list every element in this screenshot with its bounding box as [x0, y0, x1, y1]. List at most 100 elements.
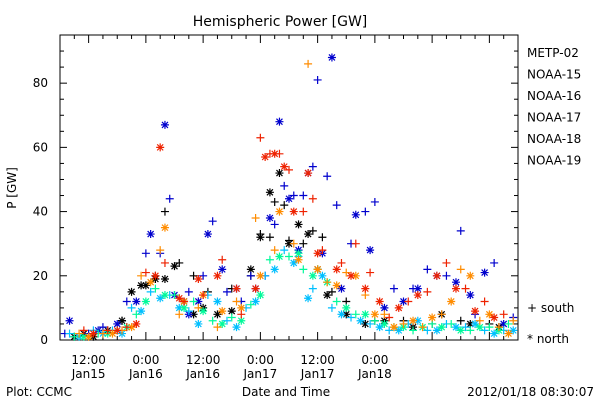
point-south [447, 319, 456, 328]
footer-plot-credit: Plot: CCMC [6, 385, 72, 399]
point-north [471, 319, 480, 328]
point-north [127, 323, 136, 332]
point-north [361, 319, 370, 328]
point-south [332, 297, 341, 306]
point-south [337, 258, 346, 267]
point-north [146, 230, 155, 239]
point-north [318, 271, 327, 280]
legend-entry: NOAA-19 [527, 154, 581, 168]
point-south [308, 226, 317, 235]
point-south [308, 284, 317, 293]
point-north [351, 210, 360, 219]
point-north [332, 281, 341, 290]
point-north [285, 194, 293, 203]
point-south [385, 326, 394, 335]
point-north [265, 214, 274, 222]
point-south [280, 201, 289, 210]
y-tick-label: 60 [33, 140, 48, 154]
x-tick-label-time: 12:00 [300, 353, 335, 367]
point-north [399, 297, 408, 306]
point-south [351, 310, 360, 319]
point-south [208, 217, 217, 226]
point-north [113, 326, 122, 335]
y-tick-label: 40 [33, 205, 48, 219]
point-south [456, 316, 465, 325]
point-south [65, 329, 74, 338]
point-north [409, 316, 418, 325]
point-south [308, 194, 317, 203]
point-north [251, 284, 260, 293]
point-north [480, 268, 489, 277]
legend: METP-02 NOAA-15 NOAA-16 NOAA-17 NOAA-18 NOAA-… [527, 46, 581, 168]
point-south [308, 162, 317, 171]
point-south [189, 271, 198, 280]
point-south [318, 233, 327, 242]
point-south [366, 268, 375, 277]
point-north [108, 329, 117, 338]
point-north [218, 319, 227, 328]
point-north [160, 275, 169, 283]
point-north [65, 316, 74, 325]
point-south [132, 310, 141, 319]
point-south [423, 326, 432, 335]
point-south [265, 255, 274, 264]
point-north [237, 303, 246, 312]
point-north [261, 153, 270, 161]
point-north [370, 310, 379, 319]
point-north [323, 291, 332, 300]
legend-south-marker: + south [527, 301, 574, 315]
x-tick-label-time: 0:00 [361, 353, 388, 367]
point-south [442, 258, 451, 267]
legend-entry: NOAA-15 [527, 68, 581, 82]
x-tick-label-date: Jan16 [128, 367, 163, 381]
point-north [509, 326, 518, 335]
point-south [399, 319, 408, 328]
point-north [456, 326, 465, 335]
point-north [270, 149, 279, 158]
point-north [394, 303, 403, 312]
point-south [122, 323, 131, 332]
point-north [213, 271, 222, 280]
point-south [270, 197, 279, 206]
point-south [184, 307, 193, 316]
point-south [461, 284, 470, 293]
point-south [170, 291, 179, 300]
point-south [385, 313, 394, 322]
point-south [389, 284, 398, 293]
x-tick-label-date: Jan16 [185, 367, 220, 381]
point-north [466, 291, 475, 300]
point-north [304, 294, 313, 303]
chart-title: Hemispheric Power [GW] [193, 14, 368, 30]
point-south [475, 316, 484, 325]
point-north [275, 207, 284, 216]
point-south [480, 326, 489, 335]
point-north [304, 230, 313, 239]
point-south [404, 297, 413, 306]
point-north [160, 120, 169, 129]
point-north [471, 307, 480, 316]
point-south [494, 323, 503, 332]
point-north [428, 313, 437, 322]
point-north [447, 297, 456, 306]
point-north [203, 230, 212, 239]
point-north [380, 303, 389, 312]
point-north [275, 252, 284, 261]
point-south [437, 310, 446, 319]
y-tick-label: 0 [40, 333, 48, 347]
point-north [270, 265, 279, 274]
point-south [237, 310, 246, 319]
point-north [156, 143, 165, 152]
point-north [113, 319, 122, 328]
point-south [351, 239, 360, 248]
legend-entry: NOAA-17 [527, 111, 581, 125]
point-south [256, 133, 265, 142]
point-north [175, 294, 184, 303]
point-south [456, 265, 465, 274]
point-south [227, 313, 236, 322]
point-north [265, 188, 274, 197]
point-north [151, 271, 160, 280]
point-north [394, 326, 403, 335]
point-north [356, 316, 365, 325]
point-south [70, 332, 79, 341]
